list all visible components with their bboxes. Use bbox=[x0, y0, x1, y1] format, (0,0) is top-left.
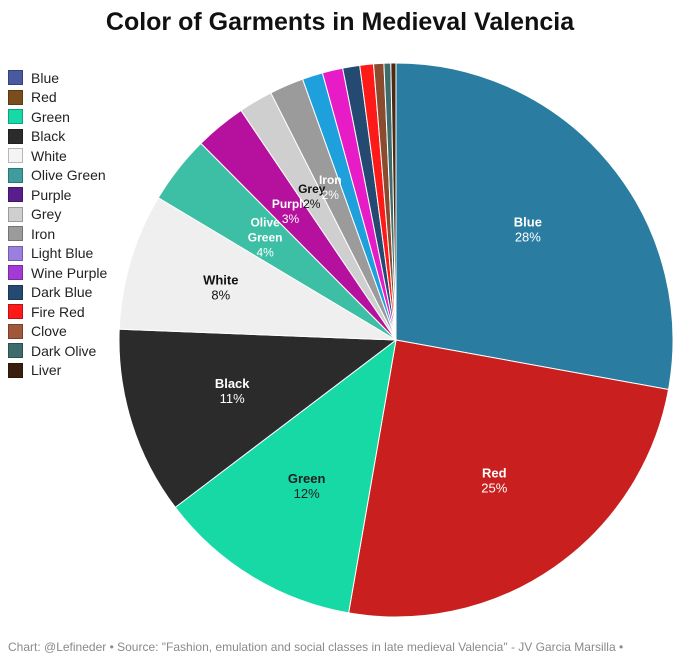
pie-slice-red bbox=[348, 339, 670, 618]
legend-label: Black bbox=[31, 128, 66, 145]
legend-item-dark-olive: Dark Olive bbox=[8, 341, 107, 361]
legend-item-green: Green bbox=[8, 107, 107, 127]
legend-item-red: Red bbox=[8, 88, 107, 108]
chart-footer: Chart: @Lefineder • Source: "Fashion, em… bbox=[8, 640, 624, 654]
legend-swatch bbox=[8, 304, 23, 320]
legend-item-grey: Grey bbox=[8, 205, 107, 225]
slice-label-purple: Purple 3% bbox=[272, 197, 310, 226]
legend-label: Green bbox=[31, 108, 70, 125]
legend-swatch bbox=[8, 343, 23, 359]
slice-label-green: Green 12% bbox=[288, 471, 326, 501]
legend-label: Wine Purple bbox=[31, 264, 108, 281]
legend-item-fire-red: Fire Red bbox=[8, 302, 107, 322]
legend-item-olive-green: Olive Green bbox=[8, 166, 107, 186]
legend-label: Dark Olive bbox=[31, 342, 97, 359]
legend-swatch bbox=[8, 109, 23, 125]
legend-label: Red bbox=[31, 89, 57, 106]
legend-label: Purple bbox=[31, 186, 72, 203]
pie-labels: Blue 28% Red 25% Green 12% Black 11% White 8% Oliv… bbox=[203, 173, 542, 501]
legend-item-dark-blue: Dark Blue bbox=[8, 283, 107, 303]
legend-swatch bbox=[8, 148, 23, 164]
legend-item-iron: Iron bbox=[8, 224, 107, 244]
legend-swatch bbox=[8, 206, 23, 222]
pie-slice-liver bbox=[390, 62, 397, 341]
legend-label: Fire Red bbox=[31, 303, 85, 320]
legend-item-light-blue: Light Blue bbox=[8, 244, 107, 264]
pie-slice-white bbox=[118, 197, 397, 341]
legend-label: Iron bbox=[31, 225, 56, 242]
legend-item-liver: Liver bbox=[8, 361, 107, 381]
pie-slice-black bbox=[118, 328, 398, 509]
legend-swatch bbox=[8, 70, 23, 86]
chart-title: Color of Garments in Medieval Valencia bbox=[105, 8, 575, 36]
legend-item-blue: Blue bbox=[8, 68, 107, 88]
legend-swatch bbox=[8, 362, 23, 378]
pie-slice-blue bbox=[395, 62, 674, 391]
legend-label: Clove bbox=[31, 323, 67, 340]
legend-label: Liver bbox=[31, 362, 62, 379]
slice-label-white: White 8% bbox=[203, 272, 238, 302]
legend-item-wine-purple: Wine Purple bbox=[8, 263, 107, 283]
slice-label-olive-green: Olive Green 4% bbox=[248, 216, 283, 260]
legend-label: Olive Green bbox=[31, 167, 106, 184]
pie-slices bbox=[118, 62, 674, 618]
legend-swatch bbox=[8, 226, 23, 242]
legend-swatch bbox=[8, 265, 23, 281]
legend-item-white: White bbox=[8, 146, 107, 166]
slice-label-black: Black 11% bbox=[215, 376, 250, 406]
legend-swatch bbox=[8, 284, 23, 300]
legend-label: Blue bbox=[31, 69, 60, 86]
legend-item-black: Black bbox=[8, 127, 107, 147]
legend-label: Grey bbox=[31, 206, 62, 223]
legend-label: Light Blue bbox=[31, 245, 94, 262]
legend-swatch bbox=[8, 167, 23, 183]
legend-label: White bbox=[31, 147, 67, 164]
slice-label-red: Red 25% bbox=[481, 465, 507, 495]
legend-swatch bbox=[8, 89, 23, 105]
slice-label-grey: Grey 2% bbox=[298, 182, 326, 211]
legend-item-purple: Purple bbox=[8, 185, 107, 205]
legend-swatch bbox=[8, 187, 23, 203]
pie-slice-green bbox=[174, 338, 397, 614]
legend-label: Dark Blue bbox=[31, 284, 93, 301]
slice-label-iron: Iron 2% bbox=[319, 173, 342, 202]
chart-legend: Blue Red Green Black White Olive Green Purple G… bbox=[8, 68, 107, 380]
legend-swatch bbox=[8, 245, 23, 261]
legend-swatch bbox=[8, 128, 23, 144]
legend-swatch bbox=[8, 323, 23, 339]
slice-label-blue: Blue 28% bbox=[514, 214, 542, 244]
legend-item-clove: Clove bbox=[8, 322, 107, 342]
